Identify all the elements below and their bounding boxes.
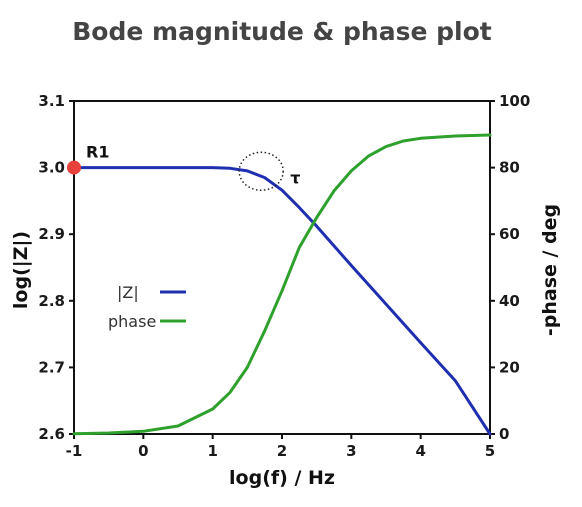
tau-annotation-label: τ bbox=[290, 168, 300, 187]
legend-label-magnitude: |Z| bbox=[117, 283, 139, 302]
phase-series-line bbox=[72, 133, 492, 436]
tau-circle-marker bbox=[238, 151, 284, 192]
x-tick-label: 3 bbox=[346, 442, 356, 460]
x-axis-ticks: -1 0 1 2 3 4 5 bbox=[66, 434, 495, 460]
legend-label-phase: phase bbox=[108, 312, 156, 331]
left-y-tick-label: 3.1 bbox=[38, 92, 65, 110]
right-y-tick-label: 100 bbox=[499, 92, 530, 110]
series-layer bbox=[72, 133, 492, 436]
axes-frame bbox=[73, 100, 491, 435]
x-axis-label: log(f) / Hz bbox=[229, 467, 335, 489]
x-tick-label: 2 bbox=[277, 442, 287, 460]
left-y-tick-label: 2.8 bbox=[38, 292, 65, 310]
left-y-axis-ticks: 2.6 2.7 2.8 2.9 3.0 3.1 bbox=[38, 92, 74, 443]
right-y-tick-label: 40 bbox=[499, 292, 520, 310]
x-tick-label: 0 bbox=[138, 442, 148, 460]
right-y-tick-label: 80 bbox=[499, 159, 520, 177]
r1-annotation-label: R1 bbox=[86, 143, 109, 162]
right-y-axis-ticks: 0 20 40 60 80 100 bbox=[490, 92, 530, 443]
left-y-axis-label: log(|Z|) bbox=[10, 231, 32, 309]
left-y-tick-label: 3.0 bbox=[38, 159, 65, 177]
x-tick-label: 5 bbox=[485, 442, 495, 460]
left-y-tick-label: 2.7 bbox=[38, 358, 65, 376]
right-y-tick-label: 60 bbox=[499, 225, 520, 243]
chart-title: Bode magnitude & phase plot bbox=[72, 17, 492, 46]
magnitude-series-line bbox=[72, 166, 492, 436]
left-y-tick-label: 2.6 bbox=[38, 425, 65, 443]
x-tick-label: -1 bbox=[66, 442, 83, 460]
right-y-tick-label: 20 bbox=[499, 358, 520, 376]
r1-point-marker bbox=[67, 160, 81, 175]
legend: |Z| phase bbox=[108, 283, 186, 331]
x-tick-label: 1 bbox=[207, 442, 217, 460]
x-tick-label: 4 bbox=[415, 442, 425, 460]
right-y-tick-label: 0 bbox=[499, 425, 509, 443]
left-y-tick-label: 2.9 bbox=[38, 225, 65, 243]
annotation-layer: R1 τ bbox=[67, 143, 300, 192]
right-y-axis-label: -phase / deg bbox=[539, 204, 561, 336]
